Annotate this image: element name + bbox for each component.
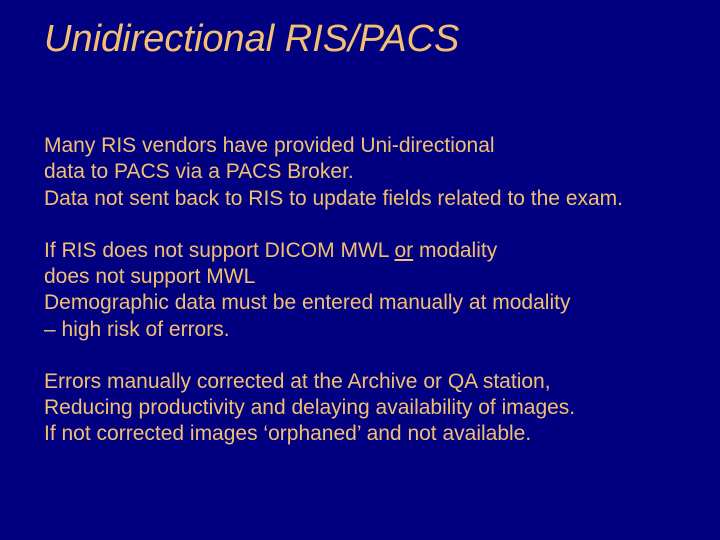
para2-line2: does not support MWL [44, 264, 692, 290]
para2-line4: – high risk of errors. [44, 317, 692, 343]
para2-or: or [395, 239, 414, 262]
para3-line1: Errors manually corrected at the Archive… [44, 369, 692, 395]
para2-line1a: If RIS does not support DICOM MWL [44, 239, 395, 262]
para3-line2: Reducing productivity and delaying avail… [44, 395, 692, 421]
slide-container: Unidirectional RIS/PACS Many RIS vendors… [0, 0, 720, 540]
paragraph-3: Errors manually corrected at the Archive… [44, 369, 692, 448]
paragraph-1: Many RIS vendors have provided Uni-direc… [44, 133, 692, 212]
para1-line2: data to PACS via a PACS Broker. [44, 159, 692, 185]
para2-line1: If RIS does not support DICOM MWL or mod… [44, 238, 692, 264]
slide-title: Unidirectional RIS/PACS [44, 18, 692, 61]
para3-line3: If not corrected images ‘orphaned’ and n… [44, 421, 692, 447]
para1-line1: Many RIS vendors have provided Uni-direc… [44, 133, 692, 159]
para1-line3: Data not sent back to RIS to update fiel… [44, 186, 692, 212]
para2-line3: Demographic data must be entered manuall… [44, 290, 692, 316]
paragraph-2: If RIS does not support DICOM MWL or mod… [44, 238, 692, 343]
slide-body: Many RIS vendors have provided Uni-direc… [44, 133, 692, 448]
para2-line1b: modality [413, 239, 497, 262]
